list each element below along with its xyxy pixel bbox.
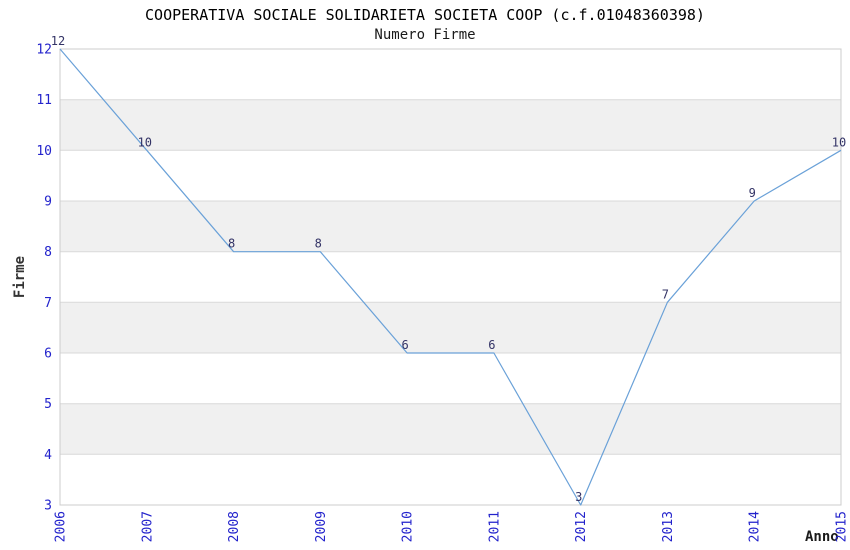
y-tick-label: 11 bbox=[36, 93, 52, 108]
y-tick-label: 8 bbox=[44, 245, 52, 260]
data-point-label: 10 bbox=[138, 135, 152, 149]
plot-band bbox=[60, 302, 841, 353]
x-tick-label: 2008 bbox=[227, 511, 242, 542]
data-point-label: 8 bbox=[228, 237, 235, 251]
plot-band bbox=[60, 99, 841, 151]
series-line bbox=[59, 48, 842, 506]
data-point-label: 7 bbox=[662, 287, 669, 301]
y-tick-label: 5 bbox=[44, 397, 52, 412]
x-tick-label: 2011 bbox=[487, 511, 502, 542]
y-tick-label: 10 bbox=[36, 144, 52, 159]
y-tick-label: 6 bbox=[44, 347, 52, 362]
chart-subtitle: Numero Firme bbox=[374, 27, 476, 43]
data-point-label: 3 bbox=[575, 490, 582, 504]
x-tick-label: 2014 bbox=[748, 511, 763, 542]
data-point-label: 6 bbox=[488, 338, 495, 352]
x-tick-label: 2013 bbox=[661, 511, 676, 542]
data-point-label: 12 bbox=[51, 34, 65, 48]
y-tick-label: 12 bbox=[36, 43, 52, 58]
data-point-label: 9 bbox=[749, 186, 756, 200]
y-tick-label: 7 bbox=[44, 296, 52, 311]
data-point-label: 6 bbox=[401, 338, 408, 352]
x-axis-title: Anno bbox=[805, 529, 839, 545]
x-tick-label: 2015 bbox=[835, 511, 850, 542]
y-tick-label: 4 bbox=[44, 448, 52, 463]
x-tick-label: 2007 bbox=[140, 511, 155, 542]
plot-band bbox=[60, 201, 841, 252]
y-tick-label: 3 bbox=[44, 499, 52, 514]
data-point-label: 8 bbox=[315, 237, 322, 251]
data-point-label: 10 bbox=[832, 135, 846, 149]
x-tick-label: 2012 bbox=[574, 511, 589, 542]
x-tick-label: 2010 bbox=[401, 511, 416, 542]
chart-title: COOPERATIVA SOCIALE SOLIDARIETA SOCIETA … bbox=[145, 6, 705, 24]
x-tick-label: 2006 bbox=[54, 511, 69, 542]
x-tick-label: 2009 bbox=[314, 511, 329, 542]
plot-border bbox=[59, 48, 842, 506]
plot-band bbox=[60, 403, 841, 455]
y-tick-label: 9 bbox=[44, 195, 52, 210]
